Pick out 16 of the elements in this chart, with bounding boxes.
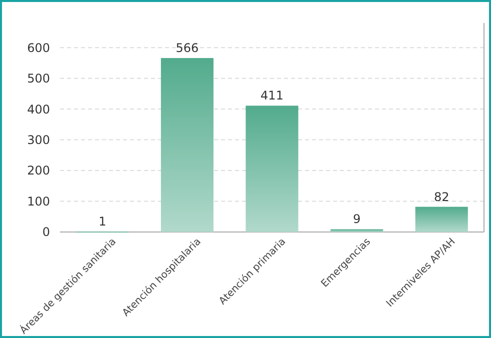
data-label: 9: [352, 212, 361, 226]
data-label: 1: [98, 214, 106, 229]
y-tick-label: 300: [27, 132, 50, 147]
y-tick-label: 100: [27, 194, 50, 208]
y-tick-label: 0: [42, 225, 50, 240]
bar: [160, 58, 214, 232]
data-label: 411: [260, 88, 284, 103]
y-tick-label: 500: [27, 72, 50, 86]
y-tick-label: 400: [27, 102, 50, 116]
bar: [246, 106, 298, 232]
y-tick-label: 600: [27, 40, 50, 55]
data-label: 82: [434, 190, 450, 204]
y-tick-label: 200: [27, 164, 50, 178]
bar: [415, 206, 468, 232]
data-label: 566: [176, 41, 199, 56]
bar: [330, 229, 384, 232]
